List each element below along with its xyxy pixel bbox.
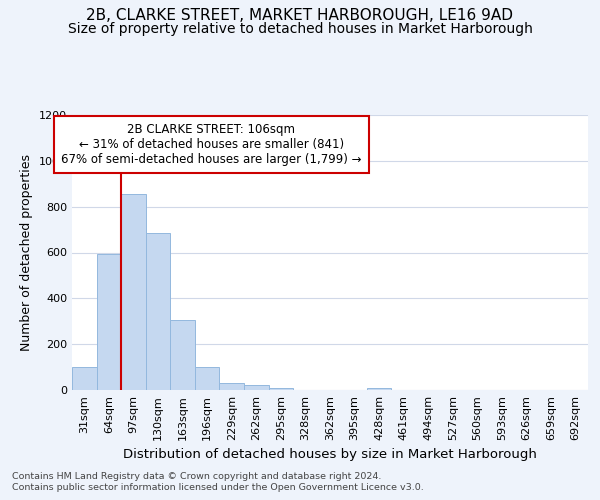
X-axis label: Distribution of detached houses by size in Market Harborough: Distribution of detached houses by size … [123,448,537,462]
Bar [170,320,195,390]
Bar [72,367,97,390]
Bar [220,382,244,390]
Text: Size of property relative to detached houses in Market Harborough: Size of property relative to detached ho… [68,22,532,36]
Bar [269,388,293,390]
Bar [121,194,146,390]
Bar [195,367,220,390]
Text: 2B CLARKE STREET: 106sqm
← 31% of detached houses are smaller (841)
67% of semi-: 2B CLARKE STREET: 106sqm ← 31% of detach… [61,123,362,166]
Y-axis label: Number of detached properties: Number of detached properties [20,154,34,351]
Text: Contains public sector information licensed under the Open Government Licence v3: Contains public sector information licen… [12,484,424,492]
Bar [97,254,121,390]
Bar [367,388,391,390]
Bar [146,233,170,390]
Bar [244,386,269,390]
Text: 2B, CLARKE STREET, MARKET HARBOROUGH, LE16 9AD: 2B, CLARKE STREET, MARKET HARBOROUGH, LE… [86,8,514,22]
Text: Contains HM Land Registry data © Crown copyright and database right 2024.: Contains HM Land Registry data © Crown c… [12,472,382,481]
